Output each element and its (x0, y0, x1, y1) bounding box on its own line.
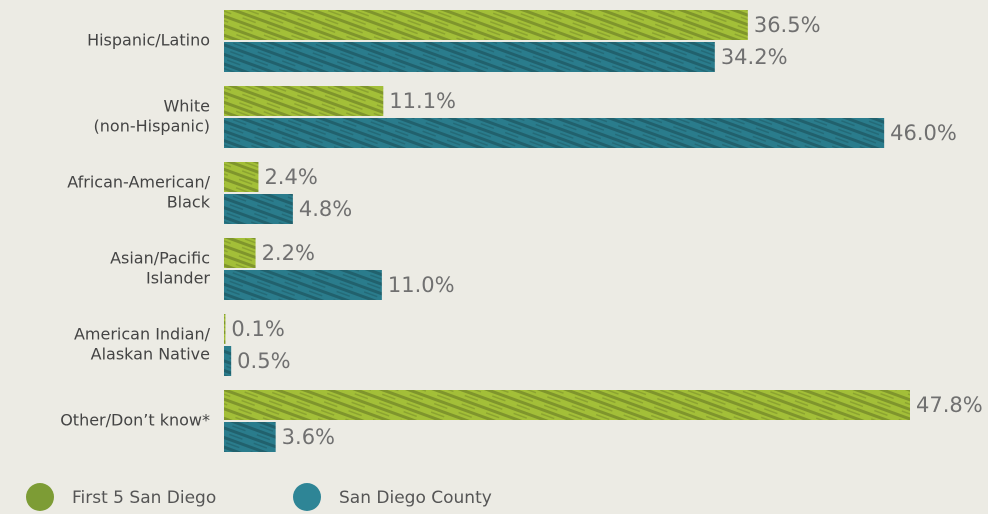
category-label: Black (167, 193, 211, 212)
value-label: 36.5% (754, 13, 821, 37)
bar (224, 346, 232, 376)
legend-swatch (293, 483, 321, 511)
value-label: 11.1% (389, 89, 456, 113)
value-label: 11.0% (388, 273, 455, 297)
legend-label: San Diego County (339, 488, 492, 508)
value-label: 3.6% (282, 425, 335, 449)
value-label: 0.1% (231, 317, 284, 341)
bar (224, 194, 293, 224)
category-label: Alaskan Native (91, 345, 210, 364)
category-label: American Indian/ (74, 325, 211, 344)
category-label: Islander (146, 269, 210, 288)
bar (224, 270, 382, 300)
value-label: 2.2% (262, 241, 315, 265)
bar (224, 162, 259, 192)
bar (224, 86, 384, 116)
category-label: (non-Hispanic) (94, 117, 210, 136)
bar (224, 422, 276, 452)
bar (224, 314, 226, 344)
value-label: 0.5% (237, 349, 290, 373)
bar (224, 390, 910, 420)
bar (224, 118, 885, 148)
value-label: 46.0% (890, 121, 957, 145)
bar (224, 10, 748, 40)
bar (224, 238, 256, 268)
category-label: White (163, 97, 210, 116)
bar (224, 42, 715, 72)
value-label: 34.2% (721, 45, 788, 69)
category-label: Hispanic/Latino (87, 31, 210, 50)
category-label: Asian/Pacific (110, 249, 210, 268)
category-label: Other/Don’t know* (60, 411, 210, 430)
category-label: African-American/ (67, 173, 210, 192)
value-label: 47.8% (916, 393, 983, 417)
value-label: 2.4% (264, 165, 317, 189)
legend-swatch (26, 483, 54, 511)
legend-label: First 5 San Diego (72, 488, 216, 508)
value-label: 4.8% (299, 197, 352, 221)
